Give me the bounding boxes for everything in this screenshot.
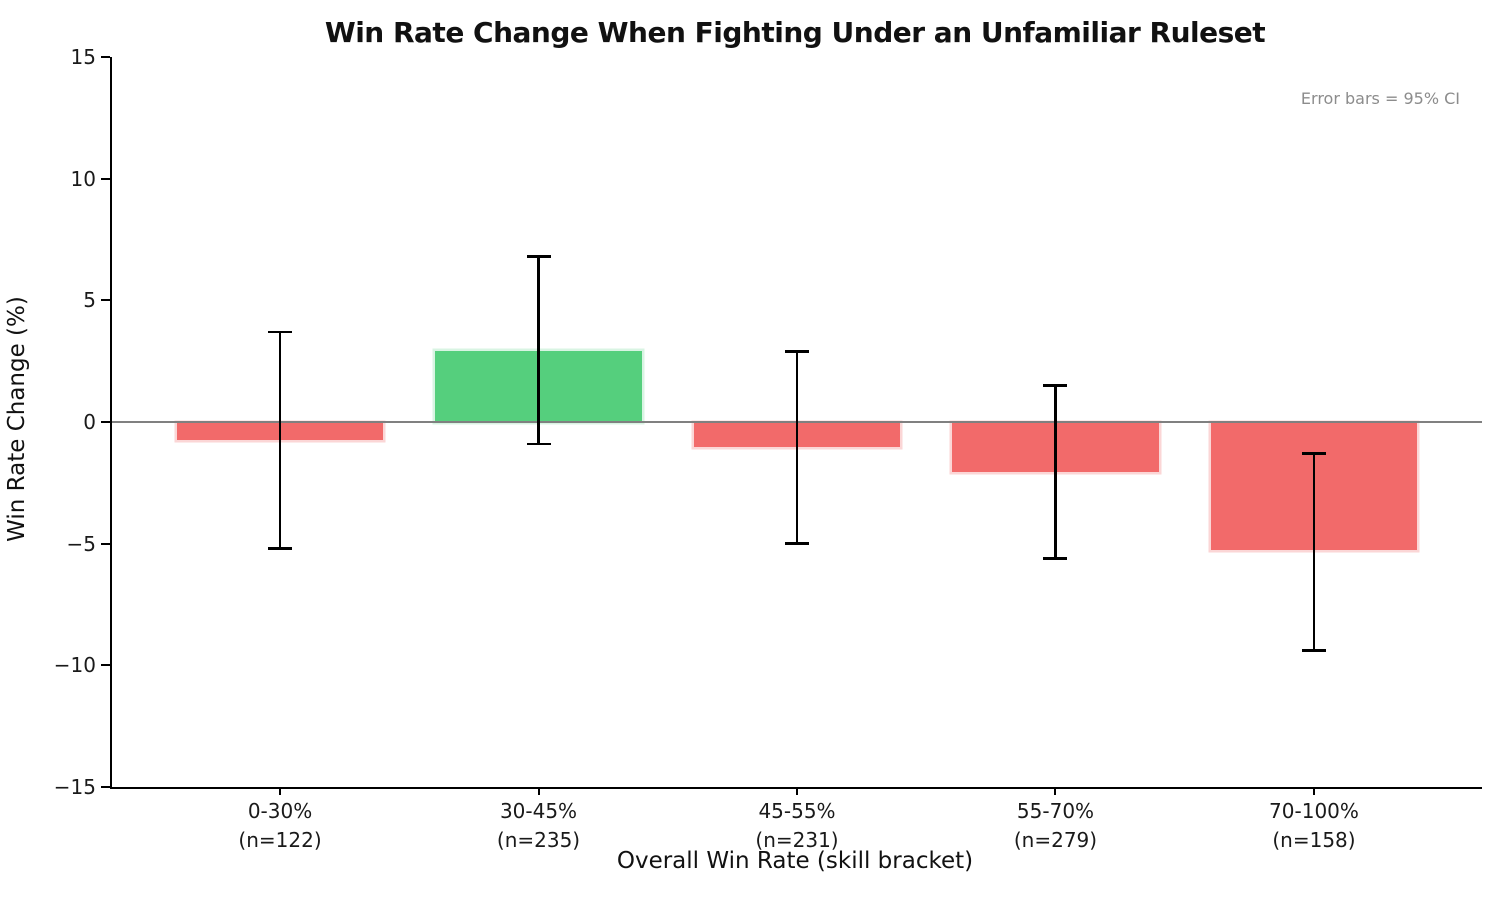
error-bar-cap-bottom <box>1043 557 1068 560</box>
x-tick-label: 55-70% (n=279) <box>918 797 1192 855</box>
y-tick-mark <box>101 299 110 302</box>
y-tick-label: 0 <box>83 410 96 434</box>
y-tick-mark <box>101 664 110 667</box>
x-tick-mark <box>537 787 540 795</box>
error-bar-line <box>1054 385 1057 559</box>
x-tick-category: 0-30% <box>247 799 313 823</box>
error-bar-cap-top <box>526 255 551 258</box>
chart-title: Win Rate Change When Fighting Under an U… <box>324 16 1266 49</box>
y-tick-mark <box>101 542 110 545</box>
x-tick-mark <box>796 787 798 795</box>
error-bar-cap-top <box>268 330 293 334</box>
error-bar-line <box>537 256 540 444</box>
x-tick-mark <box>1054 787 1057 795</box>
x-tick-sample-size: (n=122) <box>238 828 322 852</box>
y-tick-mark <box>101 421 110 423</box>
y-tick-label: −15 <box>53 775 96 799</box>
x-tick-category: 70-100% <box>1269 799 1359 823</box>
x-axis-label: Overall Win Rate (skill bracket) <box>616 848 974 874</box>
error-bar-cap-top <box>785 350 809 353</box>
ci-annotation: Error bars = 95% CI <box>1300 89 1460 108</box>
y-tick-label: −5 <box>66 531 96 556</box>
y-tick-label: 15 <box>70 45 96 69</box>
x-tick-sample-size: (n=235) <box>496 828 581 852</box>
y-tick-label: −10 <box>53 653 96 678</box>
y-tick-mark <box>101 56 110 58</box>
x-tick-category: 55-70% <box>1016 799 1095 823</box>
y-tick-mark <box>101 177 110 180</box>
x-tick-sample-size: (n=231) <box>755 828 839 852</box>
error-bar-line <box>278 331 282 549</box>
x-tick-category: 45-55% <box>758 799 836 823</box>
error-bar-cap-bottom <box>1301 649 1326 652</box>
x-tick-label: 30-45% (n=235) <box>402 797 676 855</box>
y-tick-mark <box>101 786 110 788</box>
error-bar-cap-top <box>1043 384 1068 387</box>
x-tick-sample-size: (n=279) <box>1013 828 1098 852</box>
error-bar-cap-top <box>1301 452 1326 455</box>
error-bar-line <box>1312 453 1316 651</box>
error-bar-cap-bottom <box>785 542 809 545</box>
plot-area: Error bars = 95% CI −15 −10 −5 0 5 10 15 0-30% (… <box>54 45 1482 852</box>
x-tick-label: 70-100% (n=158) <box>1177 797 1451 855</box>
error-bar-line <box>795 351 799 544</box>
x-tick-label: 45-55% (n=231) <box>660 797 934 855</box>
x-tick-sample-size: (n=158) <box>1272 828 1356 852</box>
x-tick-mark <box>279 787 282 795</box>
x-tick-category: 30-45% <box>499 799 578 823</box>
x-tick-label: 0-30% (n=122) <box>143 797 417 855</box>
y-tick-label: 5 <box>83 288 96 313</box>
error-bar-cap-bottom <box>268 547 293 550</box>
x-tick-mark <box>1312 787 1315 795</box>
error-bar-cap-bottom <box>526 442 551 446</box>
y-tick-label: 10 <box>70 166 96 191</box>
